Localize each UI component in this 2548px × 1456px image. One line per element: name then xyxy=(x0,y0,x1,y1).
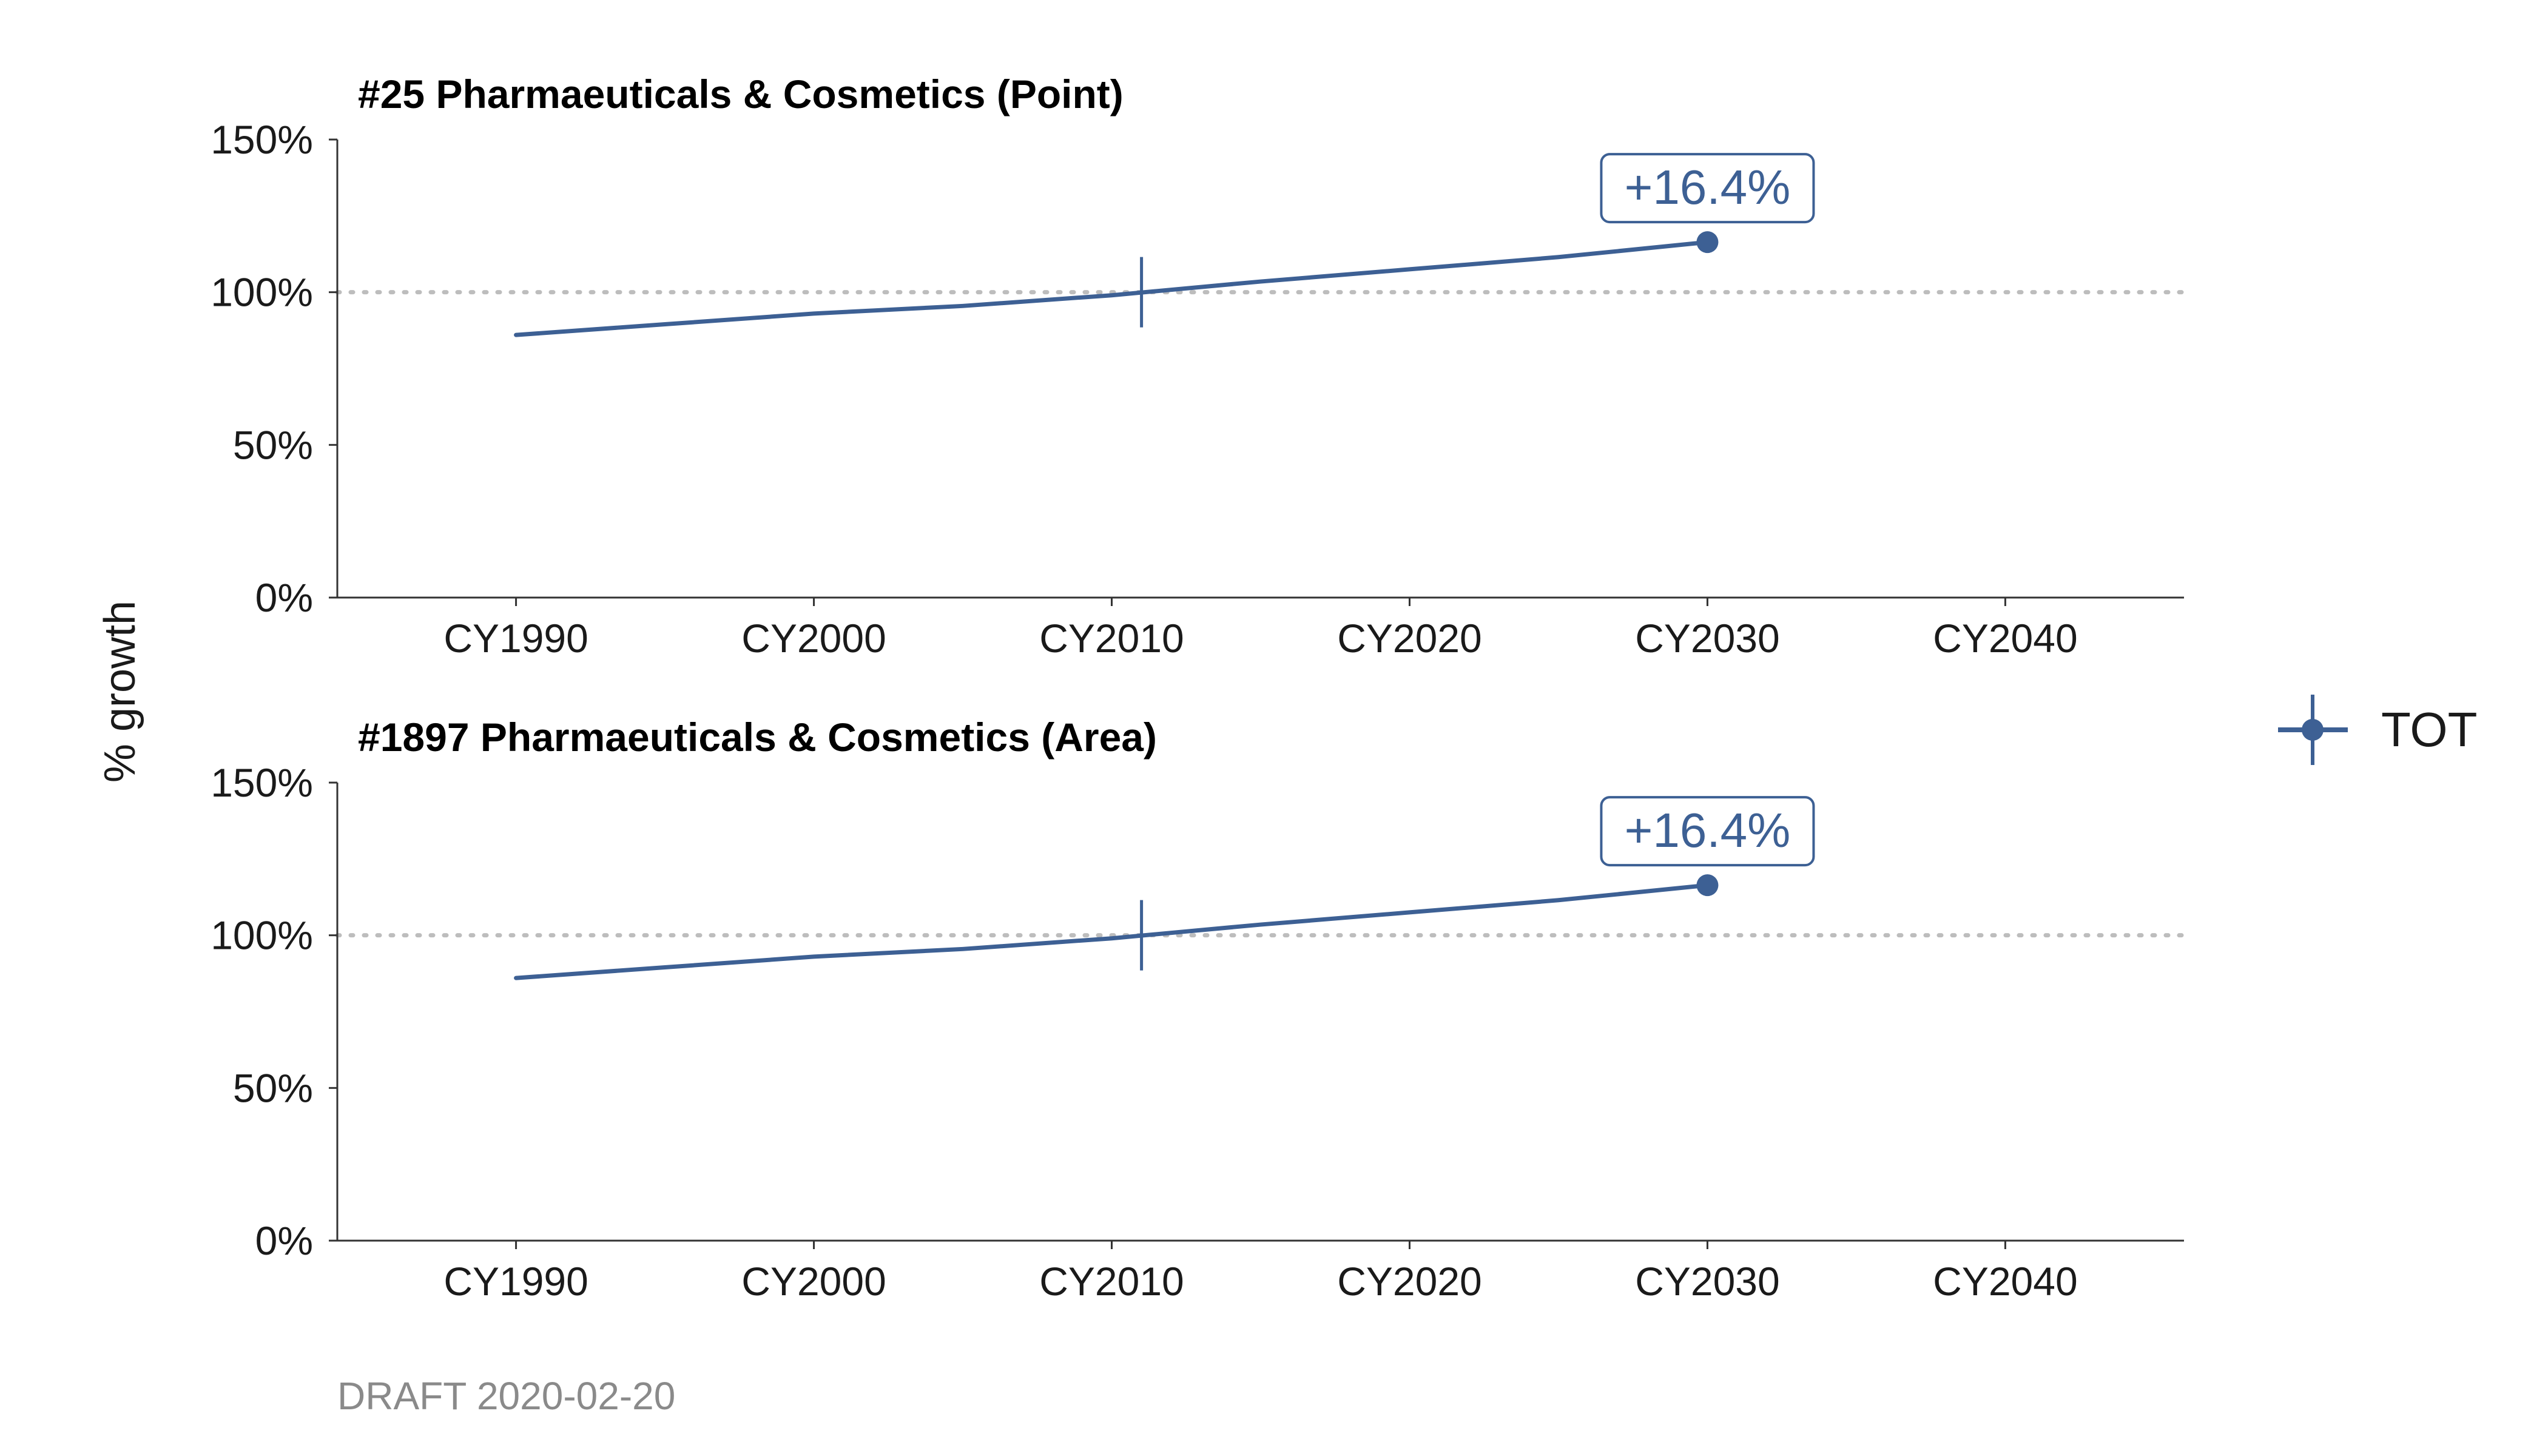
annotation-box xyxy=(1600,153,1815,224)
chart-panel-1: #25 Pharmaeuticals & Cosmetics (Point) 0%… xyxy=(211,72,2186,661)
chart-title: #1897 Pharmaeuticals & Cosmetics (Area) xyxy=(358,715,1157,760)
caption-draft: DRAFT 2020-02-20 xyxy=(337,1374,675,1418)
x-tick-label: CY2000 xyxy=(741,616,886,661)
x-tick-label: CY2000 xyxy=(741,1259,886,1304)
x-tick-label: CY1990 xyxy=(443,1259,588,1304)
x-tick-label: CY2030 xyxy=(1635,616,1780,661)
annotation-label: +16.4% xyxy=(1625,803,1791,857)
y-tick-label: 150% xyxy=(211,117,313,162)
legend-label: TOT xyxy=(2381,703,2478,757)
chart-panels: #25 Pharmaeuticals & Cosmetics (Point) 0%… xyxy=(211,72,2186,1304)
y-tick-label: 150% xyxy=(211,760,313,805)
series-endpoint xyxy=(1696,874,1719,897)
x-tick-label: CY2020 xyxy=(1337,1259,1482,1304)
legend: TOT xyxy=(2278,695,2478,765)
x-tick-label: CY2040 xyxy=(1933,616,2078,661)
series-line-tot xyxy=(514,240,1710,337)
annotation-label: +16.4% xyxy=(1625,160,1791,214)
y-tick-label: 0% xyxy=(255,575,313,620)
series-endpoint xyxy=(1696,231,1719,254)
x-tick-label: CY2010 xyxy=(1039,616,1184,661)
x-tick-label: CY1990 xyxy=(443,616,588,661)
x-tick-label: CY2020 xyxy=(1337,616,1482,661)
y-tick-label: 100% xyxy=(211,913,313,958)
x-tick-label: CY2010 xyxy=(1039,1259,1184,1304)
chart-panel-2: #1897 Pharmaeuticals & Cosmetics (Area) 0… xyxy=(211,715,2186,1304)
y-tick-label: 0% xyxy=(255,1218,313,1263)
legend-marker-icon xyxy=(2302,719,2324,741)
y-axis-label: % growth xyxy=(96,601,144,783)
y-tick-label: 50% xyxy=(233,422,313,467)
chart-title: #25 Pharmaeuticals & Cosmetics (Point) xyxy=(358,72,1124,116)
x-tick-label: CY2040 xyxy=(1933,1259,2078,1304)
series-line-tot xyxy=(514,883,1710,980)
annotation-box xyxy=(1600,796,1815,867)
y-tick-label: 100% xyxy=(211,270,313,315)
y-tick-label: 50% xyxy=(233,1065,313,1110)
x-tick-label: CY2030 xyxy=(1635,1259,1780,1304)
